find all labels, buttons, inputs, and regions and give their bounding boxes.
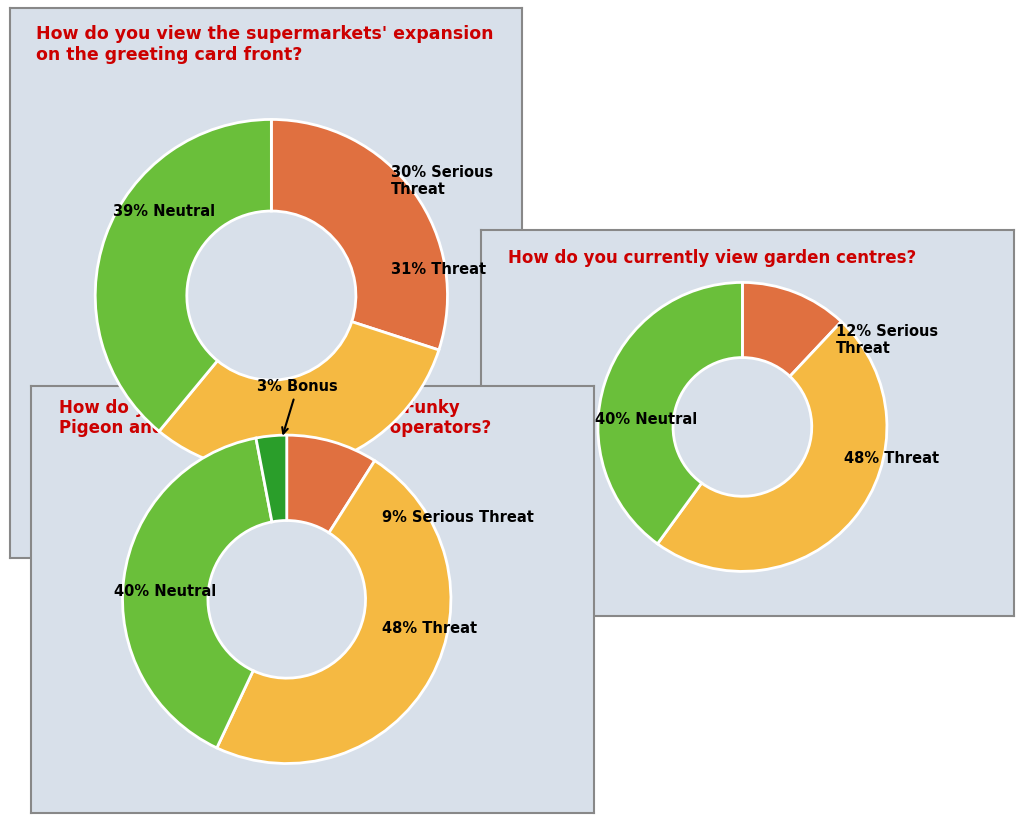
Text: 30% Serious
Threat: 30% Serious Threat (391, 165, 494, 197)
Wedge shape (287, 435, 375, 533)
Text: 40% Neutral: 40% Neutral (115, 584, 216, 599)
Text: 31% Threat: 31% Threat (391, 262, 486, 277)
Wedge shape (657, 322, 887, 571)
Wedge shape (217, 461, 451, 764)
Wedge shape (95, 119, 271, 431)
Text: How do you view the supermarkets' expansion
on the greeting card front?: How do you view the supermarkets' expans… (36, 25, 494, 63)
Text: How do you view Moonpig, Thortful, Funky
Pigeon and other print-on-demand operat: How do you view Moonpig, Thortful, Funky… (59, 399, 492, 438)
Wedge shape (256, 435, 287, 522)
Wedge shape (123, 438, 272, 748)
Wedge shape (271, 119, 447, 350)
Text: How do you currently view garden centres?: How do you currently view garden centres… (508, 250, 916, 267)
Text: 12% Serious
Threat: 12% Serious Threat (837, 324, 938, 356)
Text: 9% Serious Threat: 9% Serious Threat (382, 510, 534, 525)
Text: 3% Bonus: 3% Bonus (257, 379, 338, 433)
Text: 48% Threat: 48% Threat (844, 452, 939, 466)
Wedge shape (159, 322, 439, 472)
Wedge shape (598, 282, 742, 544)
Text: 39% Neutral: 39% Neutral (113, 204, 215, 218)
Text: 48% Threat: 48% Threat (382, 621, 477, 636)
Wedge shape (742, 282, 842, 376)
Text: 40% Neutral: 40% Neutral (595, 412, 697, 427)
